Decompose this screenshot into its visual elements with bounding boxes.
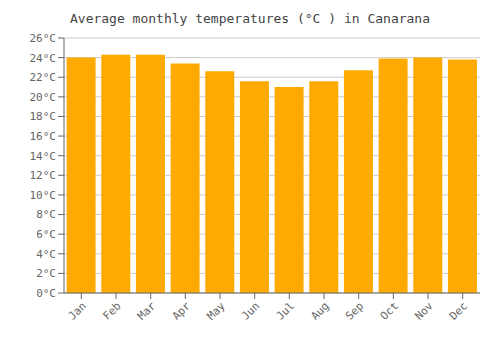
svg-text:10°C: 10°C	[30, 189, 57, 202]
svg-text:18°C: 18°C	[30, 110, 57, 123]
svg-text:6°C: 6°C	[36, 228, 56, 241]
svg-text:Oct: Oct	[378, 299, 401, 322]
svg-text:22°C: 22°C	[30, 71, 57, 84]
svg-text:Feb: Feb	[100, 299, 123, 322]
svg-text:4°C: 4°C	[36, 248, 56, 261]
svg-text:Mar: Mar	[135, 299, 159, 323]
svg-text:12°C: 12°C	[30, 169, 57, 182]
svg-text:Aug: Aug	[308, 299, 331, 322]
svg-text:24°C: 24°C	[30, 52, 57, 65]
svg-text:Sep: Sep	[343, 299, 366, 322]
svg-text:26°C: 26°C	[30, 32, 57, 45]
svg-text:Dec: Dec	[447, 299, 470, 322]
svg-text:2°C: 2°C	[36, 267, 56, 280]
svg-text:0°C: 0°C	[36, 287, 56, 300]
svg-text:Jan: Jan	[66, 299, 89, 322]
svg-text:Apr: Apr	[170, 299, 194, 323]
svg-text:20°C: 20°C	[30, 91, 57, 104]
svg-text:Jun: Jun	[239, 299, 262, 322]
html-text:Average monthly temperatures (: Average monthly temperatures (°C ) in Ca…	[70, 11, 430, 26]
svg-text:Nov: Nov	[412, 299, 436, 323]
svg-text:8°C: 8°C	[36, 208, 56, 221]
svg-text:14°C: 14°C	[30, 150, 57, 163]
svg-text:Jul: Jul	[274, 299, 297, 322]
svg-text:16°C: 16°C	[30, 130, 57, 143]
svg-text:May: May	[204, 299, 228, 323]
